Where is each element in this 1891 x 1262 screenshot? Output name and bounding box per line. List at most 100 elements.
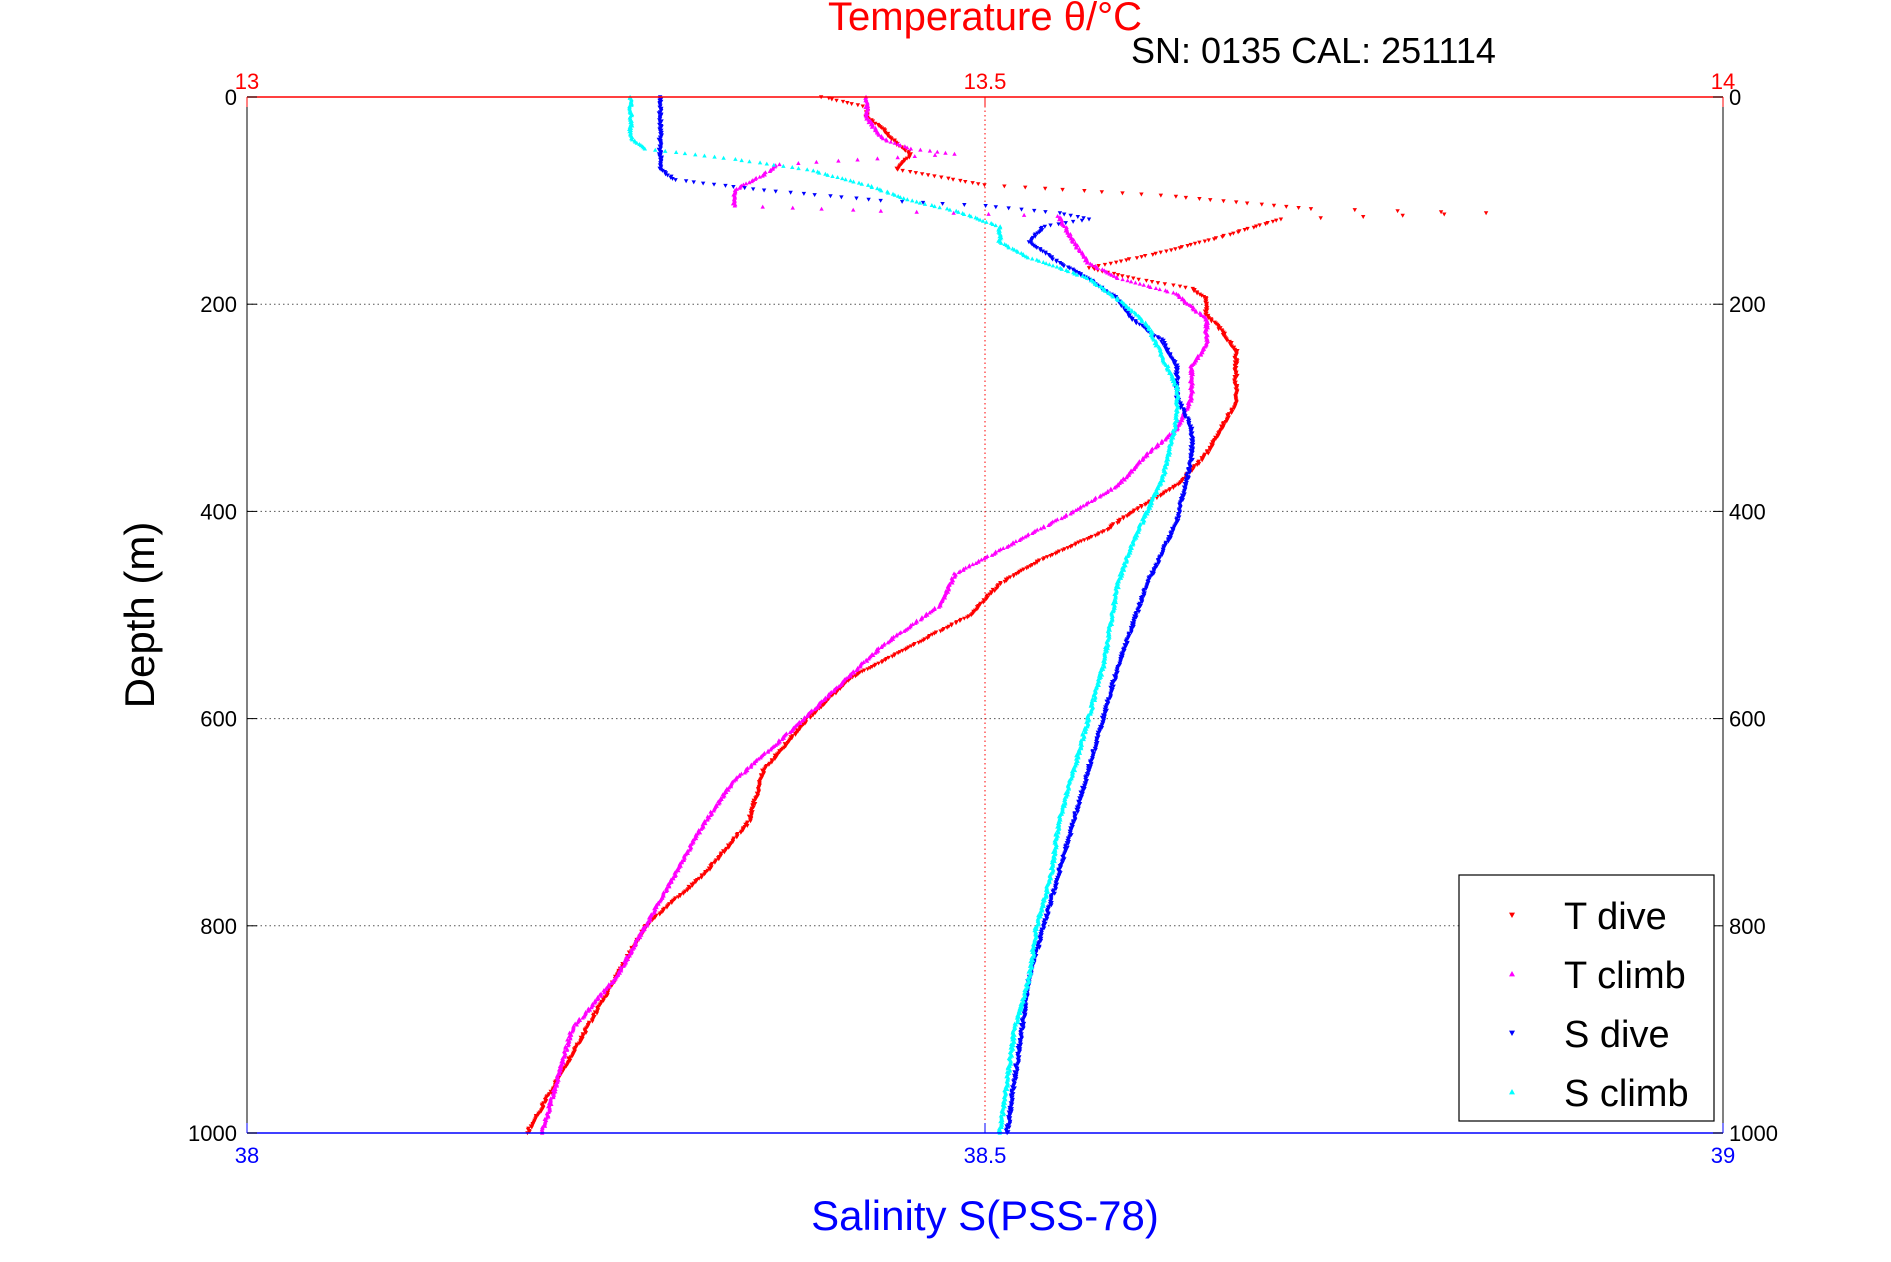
data-point <box>1093 533 1098 538</box>
data-point <box>1219 424 1224 429</box>
data-point <box>1208 198 1213 203</box>
data-point <box>1021 1021 1027 1026</box>
data-point <box>1071 268 1077 273</box>
data-point <box>1021 1026 1026 1031</box>
data-point <box>594 1011 600 1016</box>
data-point <box>1120 277 1125 282</box>
data-point <box>1097 729 1103 734</box>
data-point <box>1072 768 1078 773</box>
data-point <box>611 980 616 984</box>
data-point <box>981 556 987 561</box>
data-point <box>864 658 870 663</box>
data-point <box>1019 1005 1025 1010</box>
data-point <box>1172 362 1177 367</box>
data-point <box>1037 230 1042 235</box>
data-point <box>1007 1108 1012 1113</box>
data-point <box>667 884 672 889</box>
data-point <box>1227 339 1232 344</box>
data-point <box>952 151 957 156</box>
y-tick-label-left: 0 <box>225 85 237 110</box>
data-point <box>1171 290 1176 295</box>
data-point <box>602 990 607 995</box>
data-point <box>1136 315 1142 320</box>
data-point <box>1184 473 1189 478</box>
data-point <box>970 181 975 186</box>
data-point <box>1034 560 1040 565</box>
data-point <box>1102 707 1108 712</box>
data-point <box>880 136 886 141</box>
data-point <box>1046 912 1051 917</box>
data-point <box>1091 497 1097 502</box>
data-point <box>1177 284 1183 289</box>
data-point <box>829 97 835 102</box>
data-point <box>562 1066 567 1071</box>
data-point <box>1105 528 1110 533</box>
data-point <box>1122 477 1127 482</box>
data-point <box>772 757 778 762</box>
data-point <box>1085 773 1091 778</box>
data-point <box>1081 254 1086 259</box>
data-point <box>1108 696 1113 701</box>
data-point <box>669 901 675 905</box>
data-point <box>898 143 903 148</box>
data-point <box>682 151 688 156</box>
data-point <box>1036 258 1042 263</box>
data-point <box>788 190 793 195</box>
data-point <box>1001 546 1006 550</box>
data-point <box>1183 285 1188 290</box>
data-point <box>644 923 650 928</box>
data-point <box>1073 269 1079 274</box>
data-point <box>1352 208 1357 213</box>
data-point <box>1002 579 1007 584</box>
data-point <box>950 580 955 585</box>
data-point <box>1124 559 1129 564</box>
data-point <box>1079 746 1084 751</box>
data-point <box>1103 491 1108 496</box>
data-point <box>1063 844 1068 849</box>
data-point <box>1209 444 1215 449</box>
data-point <box>1124 304 1129 309</box>
data-point <box>652 915 658 920</box>
data-point <box>656 137 662 142</box>
data-point <box>693 152 698 157</box>
data-point <box>885 640 891 645</box>
data-point <box>1079 785 1085 790</box>
y-tick-label-right: 200 <box>1729 292 1766 317</box>
data-point <box>747 159 752 164</box>
data-point <box>905 197 910 202</box>
data-point <box>812 193 817 198</box>
data-point <box>1074 272 1080 277</box>
data-point <box>664 905 670 910</box>
data-point <box>1034 246 1040 250</box>
data-point <box>835 175 840 180</box>
data-point <box>1224 338 1230 343</box>
data-point <box>1197 240 1202 245</box>
data-point <box>1082 189 1087 194</box>
data-point <box>888 139 894 144</box>
data-point <box>565 1062 570 1067</box>
data-point <box>568 1055 574 1060</box>
data-point <box>927 610 932 615</box>
data-point <box>694 877 700 882</box>
data-point <box>1361 215 1366 219</box>
data-point <box>1197 292 1203 297</box>
data-point <box>1035 527 1040 532</box>
data-point <box>1060 548 1065 553</box>
data-point <box>1265 221 1270 225</box>
data-point <box>637 935 643 940</box>
data-point <box>1070 219 1076 224</box>
data-point <box>1206 451 1211 456</box>
data-point <box>1168 533 1174 538</box>
data-point <box>1178 496 1184 501</box>
data-point <box>769 760 775 765</box>
data-point <box>651 910 656 915</box>
data-point <box>718 853 724 858</box>
data-point <box>1191 289 1197 294</box>
data-point <box>956 570 962 575</box>
data-point <box>726 787 731 792</box>
data-point <box>1062 801 1068 806</box>
data-point <box>875 156 880 161</box>
data-point <box>547 1100 552 1105</box>
data-point <box>658 136 663 141</box>
data-point <box>1308 207 1314 212</box>
